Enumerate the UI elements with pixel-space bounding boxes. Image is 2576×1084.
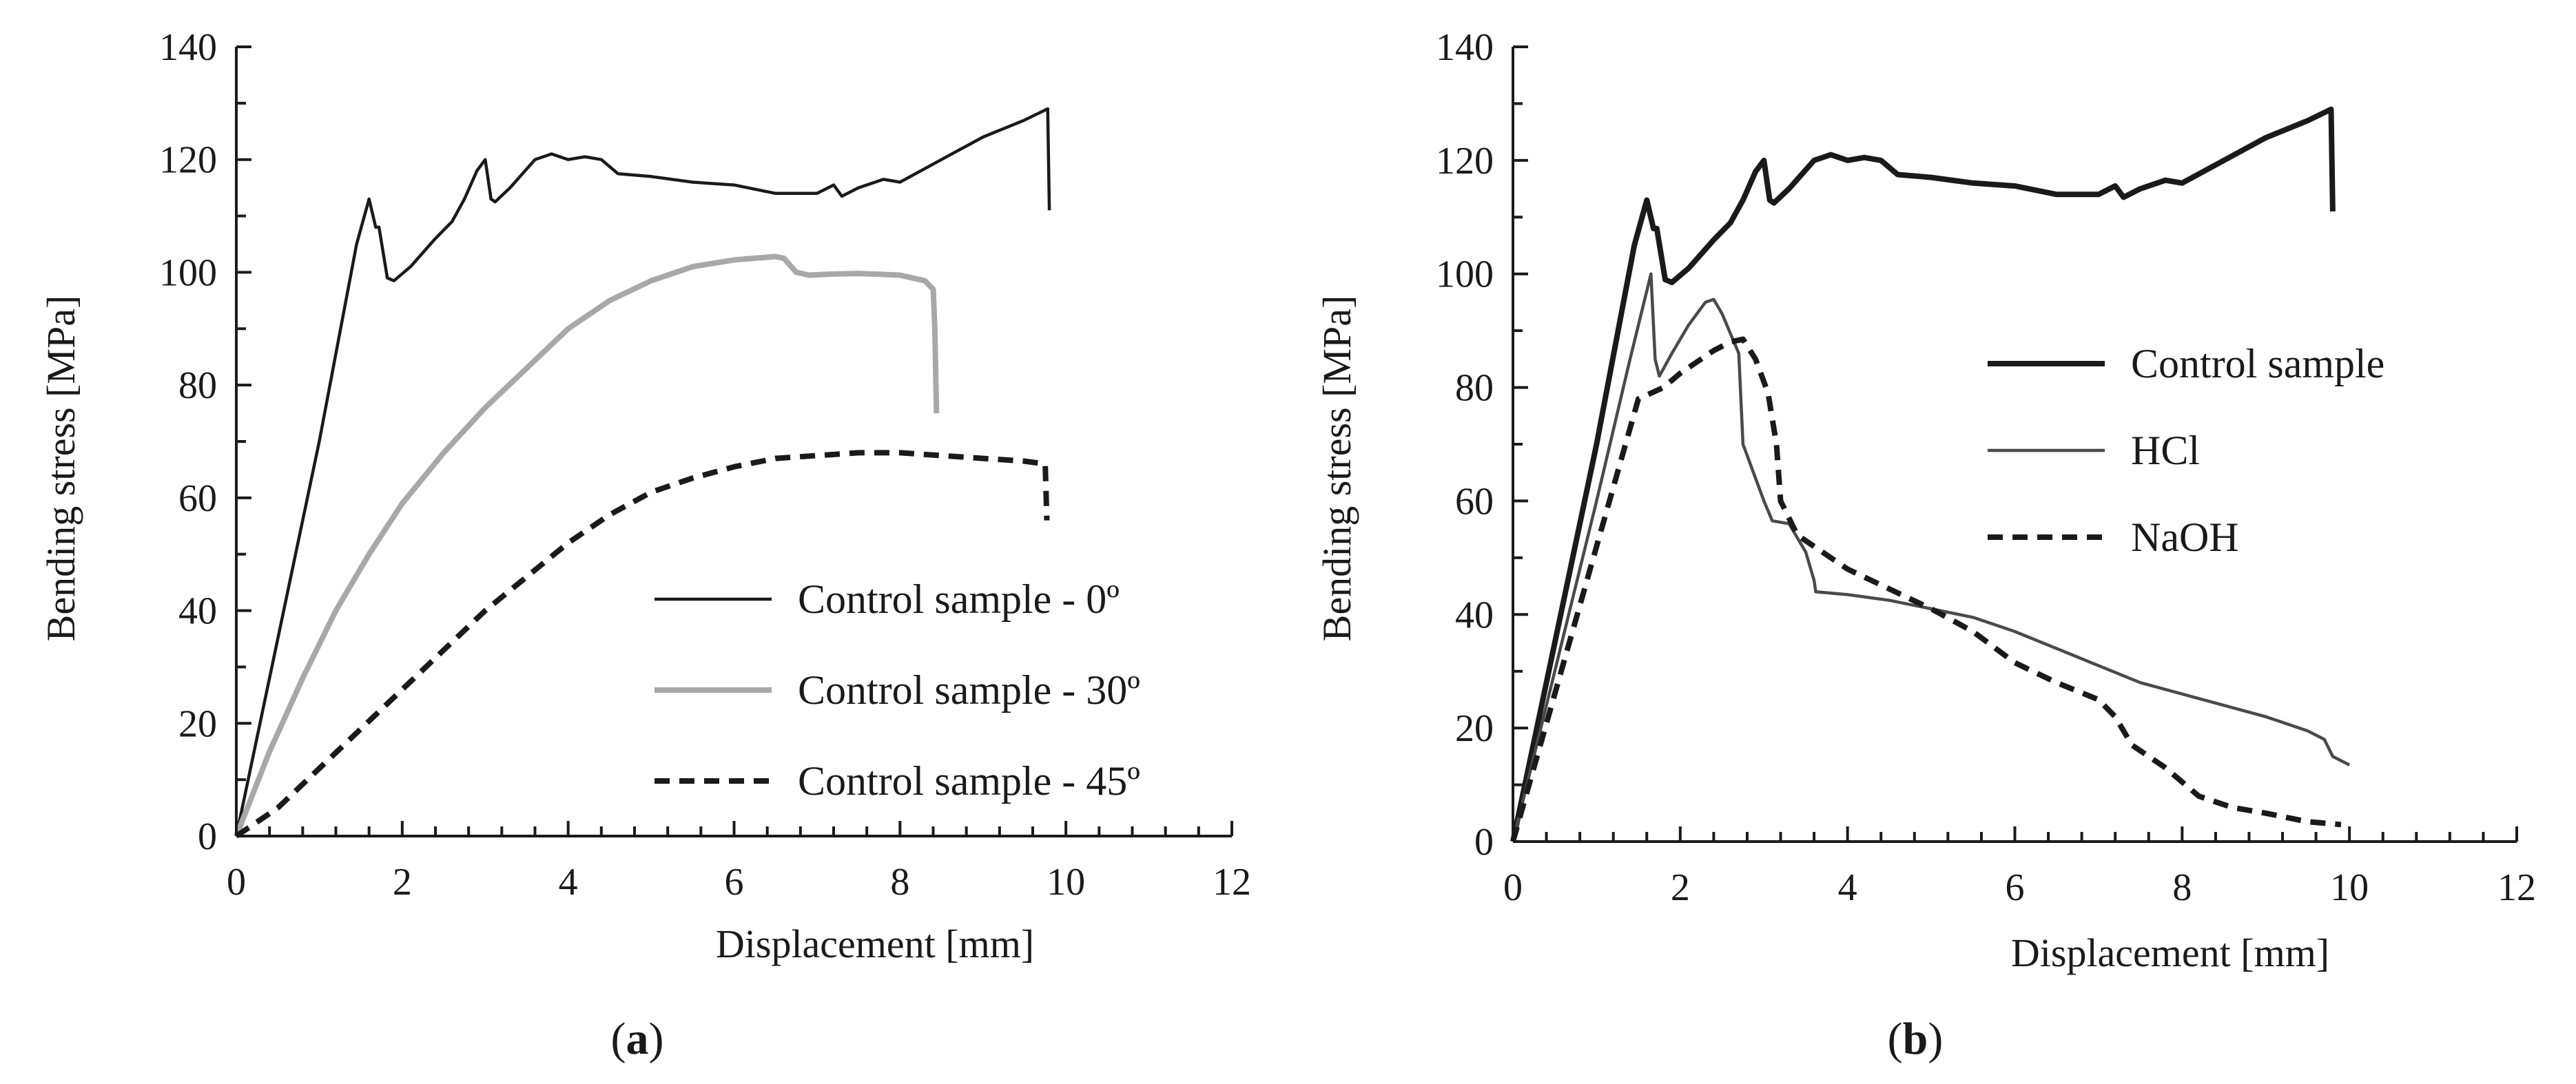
x-tick-label: 0 xyxy=(227,861,246,904)
series-line-control-sample-0 xyxy=(234,107,1051,837)
x-tick-label: 6 xyxy=(2006,866,2025,909)
panel-b-legend: Control sample HCl NaOH xyxy=(1988,341,2384,560)
x-tick-label: 4 xyxy=(559,861,578,904)
x-tick-label: 12 xyxy=(2497,866,2536,909)
legend-label: Control sample - 30º xyxy=(798,667,1140,713)
legend-label: Control sample - 0º xyxy=(798,576,1120,622)
panel-a-letter-close: ) xyxy=(649,1014,664,1064)
panel-a-y-axis-title: Bending stress [MPa] xyxy=(39,295,83,642)
x-tick-label: 6 xyxy=(725,861,744,904)
series-line-control-sample-45 xyxy=(234,450,1050,839)
y-tick-label: 140 xyxy=(1436,26,1494,69)
panel-b-y-axis-title: Bending stress [MPa] xyxy=(1315,295,1359,642)
panel-b-axes xyxy=(1512,45,2518,843)
x-tick-label: 2 xyxy=(393,861,412,904)
legend-label: Control sample - 45º xyxy=(798,758,1140,804)
y-tick-label: 120 xyxy=(1436,140,1494,183)
legend-label: HCl xyxy=(2131,428,2200,473)
panel-b-letter-close: ) xyxy=(1928,1014,1943,1064)
y-tick-label: 20 xyxy=(1455,707,1494,750)
legend-label: NaOH xyxy=(2131,514,2239,560)
panel-a-letter-open: ( xyxy=(611,1014,626,1064)
x-tick-label: 4 xyxy=(1838,866,1857,909)
panel-a-axes xyxy=(235,45,1233,837)
y-tick-label: 0 xyxy=(1474,821,1494,864)
y-tick-label: 100 xyxy=(1436,253,1494,296)
y-tick-label: 140 xyxy=(159,26,217,69)
x-tick-label: 12 xyxy=(1213,861,1251,904)
x-tick-label: 0 xyxy=(1503,866,1523,909)
panel-b-y-tick-labels: 0 20 40 60 80 100 120 140 xyxy=(1436,26,1494,864)
series-line-control-sample-30 xyxy=(234,253,940,837)
panel-a-y-tick-labels: 0 20 40 60 80 100 120 140 xyxy=(159,26,217,858)
panel-a-x-axis-title: Displacement [mm] xyxy=(716,921,1034,966)
y-tick-label: 60 xyxy=(178,477,217,520)
y-tick-label: 40 xyxy=(178,590,217,633)
panel-b-x-tick-labels: 0 2 4 6 8 10 12 xyxy=(1503,866,2536,909)
panel-b-letter-text: b xyxy=(1903,1014,1928,1064)
x-tick-label: 2 xyxy=(1671,866,1690,909)
y-tick-label: 100 xyxy=(159,251,217,294)
panel-a-legend: Control sample - 0º Control sample - 30º C… xyxy=(655,576,1140,804)
panel-a-letter-text: a xyxy=(626,1014,649,1064)
y-tick-label: 120 xyxy=(159,139,217,182)
y-tick-label: 20 xyxy=(178,702,217,745)
y-tick-label: 0 xyxy=(198,815,217,858)
series-line-naoh xyxy=(1510,336,2342,843)
y-tick-label: 80 xyxy=(178,364,217,407)
panel-a-letter: (a) xyxy=(611,1014,664,1064)
legend-label: Control sample xyxy=(2131,341,2384,386)
panel-b-x-axis-title: Displacement [mm] xyxy=(2011,930,2329,975)
x-tick-label: 8 xyxy=(2172,866,2192,909)
x-tick-label: 10 xyxy=(1047,861,1085,904)
panel-b-letter-open: ( xyxy=(1888,1014,1903,1064)
y-tick-label: 60 xyxy=(1455,480,1494,523)
panel-b-plot-series xyxy=(1510,106,2351,843)
y-tick-label: 80 xyxy=(1455,367,1494,410)
panel-a-chart: 0 20 40 60 80 100 120 140 0 2 4 6 8 10 12 Displacemen… xyxy=(39,26,1251,1064)
panel-b-letter: (b) xyxy=(1888,1014,1944,1064)
panel-a-plot-series xyxy=(234,107,1051,839)
y-tick-label: 40 xyxy=(1455,594,1494,636)
panel-a-x-tick-labels: 0 2 4 6 8 10 12 xyxy=(227,861,1251,904)
x-tick-label: 10 xyxy=(2330,866,2369,909)
series-line-control-sample xyxy=(1510,106,2336,842)
panel-b-chart: 0 20 40 60 80 100 120 140 0 2 4 6 8 10 12 Displacemen… xyxy=(1315,26,2536,1064)
x-tick-label: 8 xyxy=(890,861,909,904)
